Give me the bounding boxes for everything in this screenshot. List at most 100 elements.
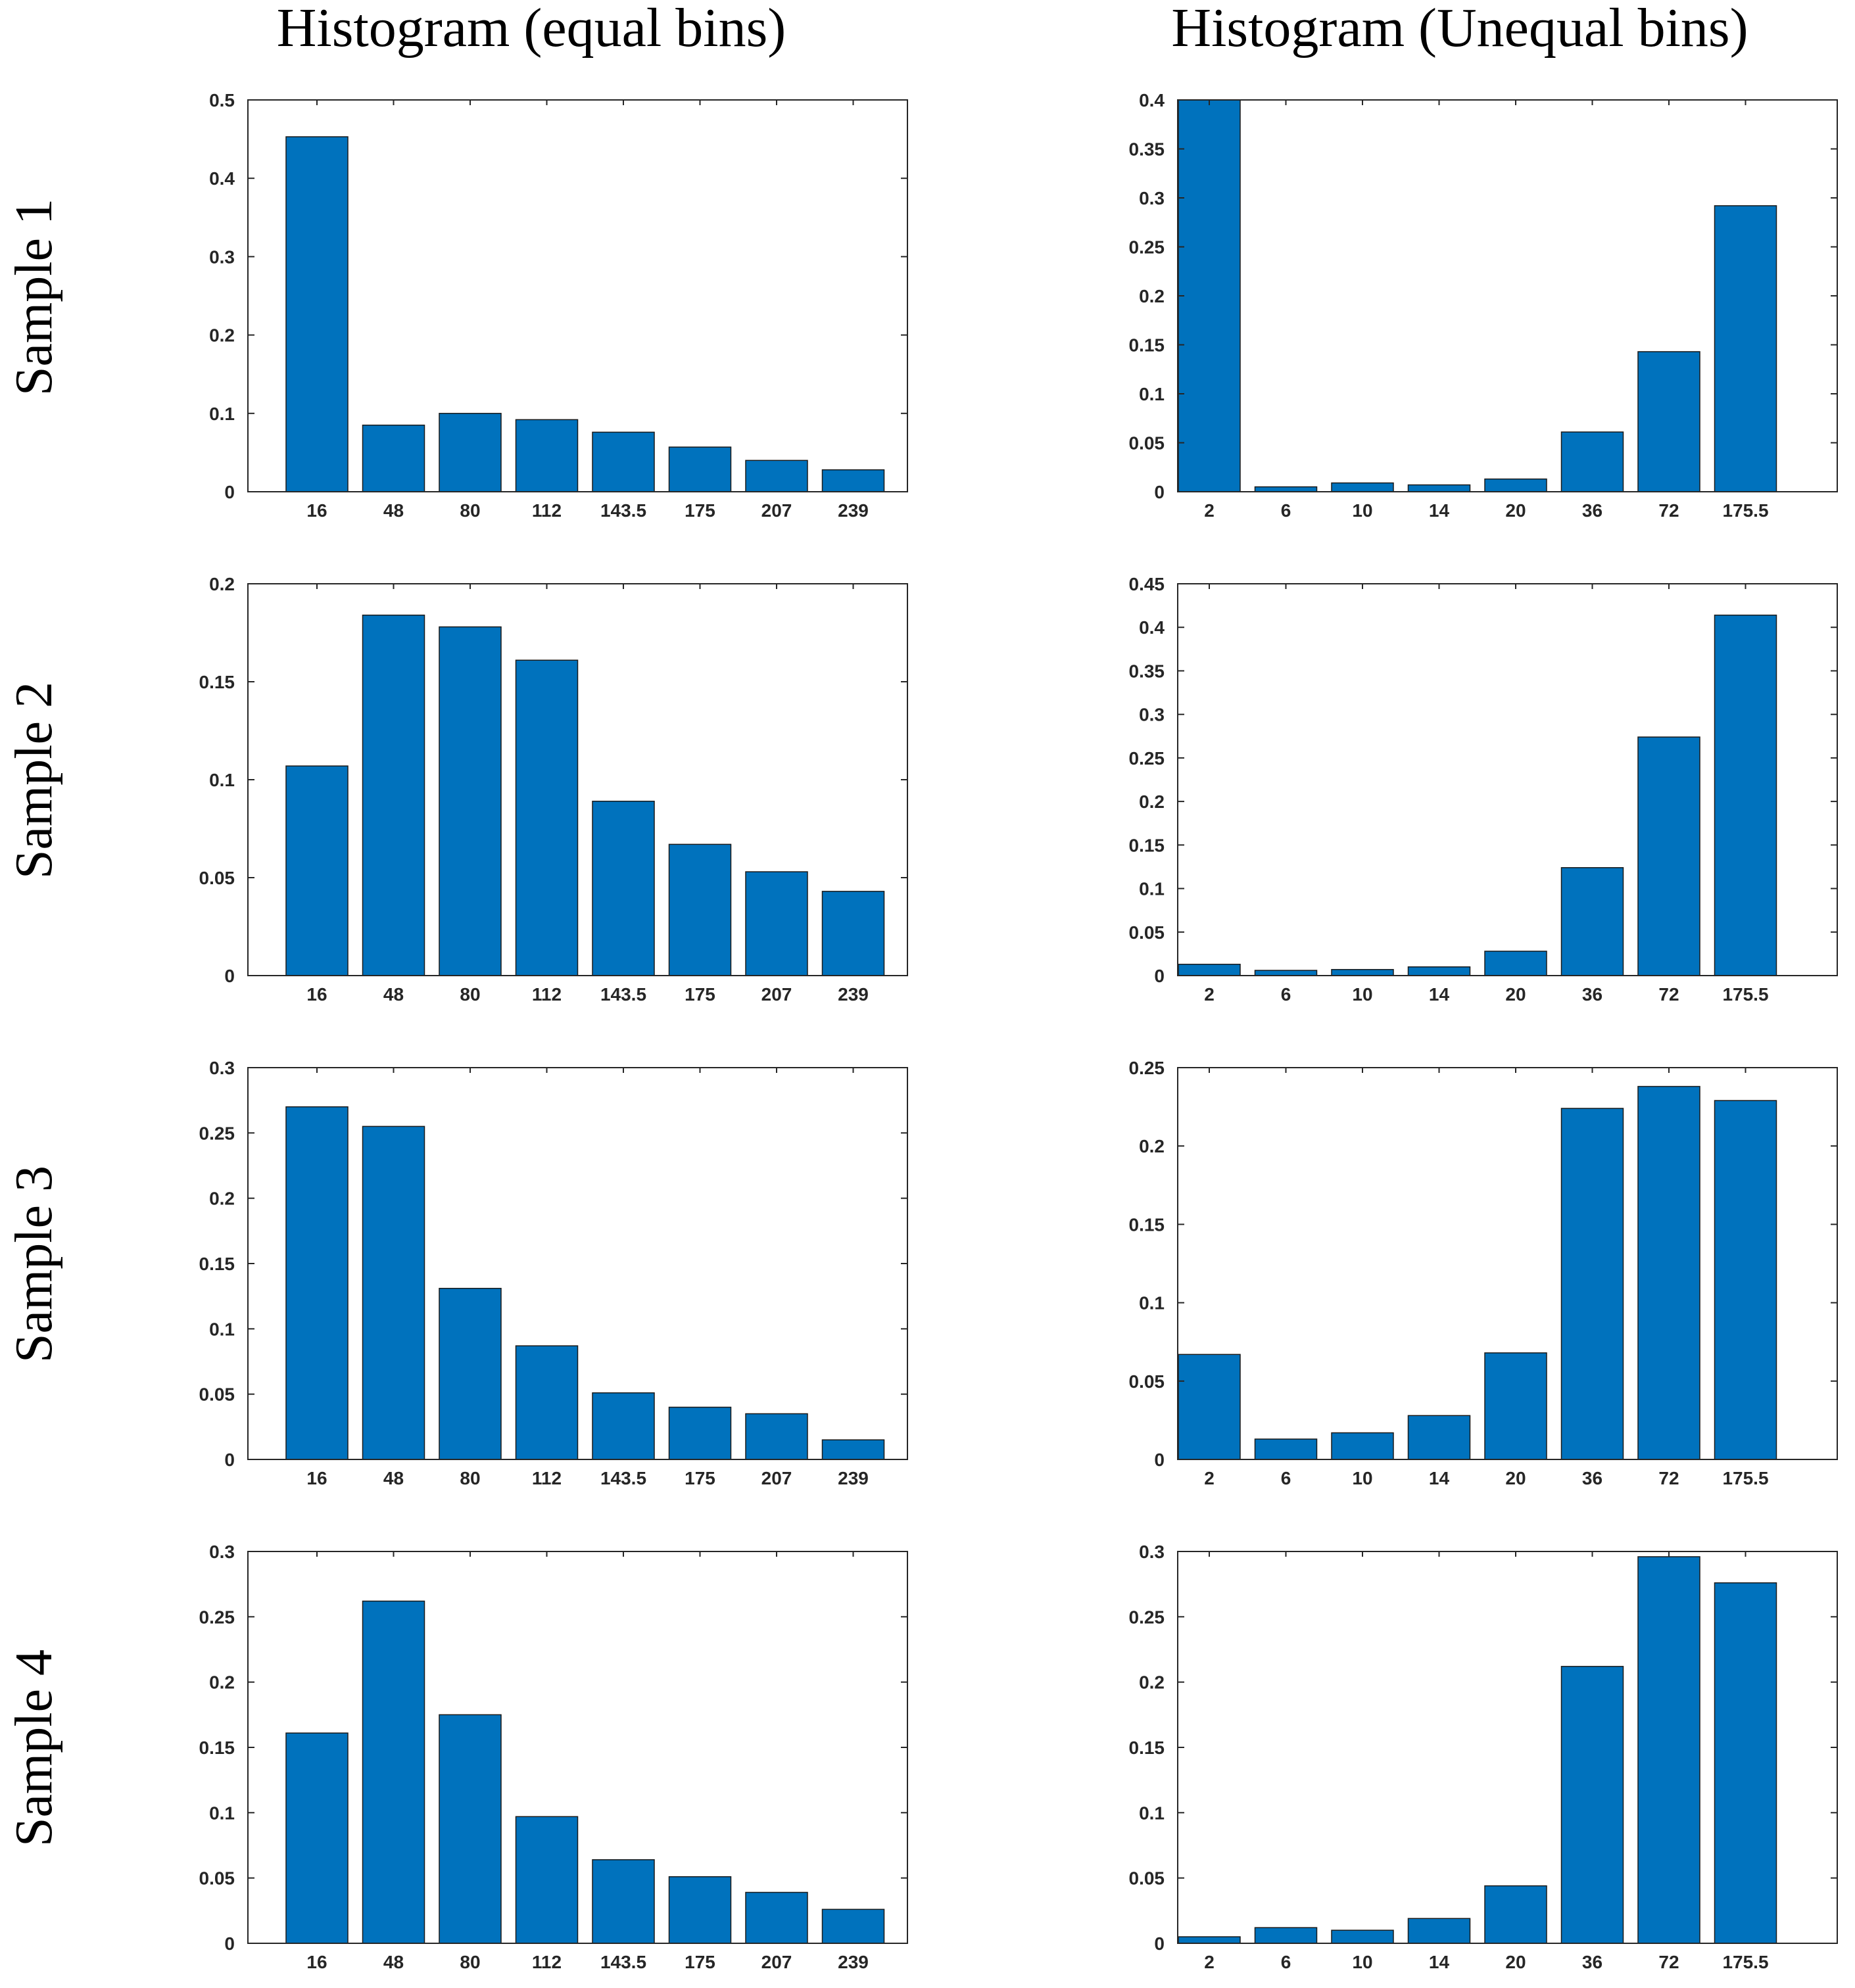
x-tick-label: 239 (838, 1952, 869, 1972)
y-tick-label: 0.1 (209, 404, 235, 424)
bar-143.5 (592, 1859, 655, 1944)
y-tick-label: 0.3 (1139, 188, 1165, 208)
x-tick-label: 175 (685, 1468, 715, 1488)
bar-72 (1637, 736, 1700, 976)
x-tick-label: 10 (1352, 1468, 1372, 1488)
bar-207 (745, 1891, 808, 1944)
y-tick-label: 0.25 (1129, 237, 1165, 258)
bar-14 (1407, 484, 1471, 492)
bar-143.5 (592, 801, 655, 976)
chart-panel-unequal-sample-2: 2 6 10 14 20 36 72 175.5 0 0.05 0.1 0.15 0.2 0.25 0.3 0… (1129, 574, 1838, 1005)
y-tick-label: 0.1 (1139, 1803, 1165, 1823)
column-title-equal-bins: Histogram (equal bins) (277, 0, 786, 59)
axes-box (247, 99, 908, 492)
y-tick-label: 0 (224, 1933, 235, 1954)
bar-36 (1560, 1108, 1624, 1460)
bar-10 (1331, 1432, 1394, 1460)
y-tick-label: 0.25 (1129, 1607, 1165, 1627)
y-tick-label: 0.3 (209, 247, 235, 267)
x-tick-label: 80 (460, 1468, 480, 1488)
y-tick-label: 0.3 (1139, 705, 1165, 725)
bar-175.5 (1714, 1100, 1777, 1460)
bar-16 (285, 1106, 349, 1460)
y-tick-label: 0.05 (1129, 922, 1165, 943)
chart-panel-unequal-sample-4: 2 6 10 14 20 36 72 175.5 0 0.05 0.1 0.15 0.2 0.25 0.3 (1129, 1542, 1838, 1972)
x-tick-label: 16 (306, 1468, 327, 1488)
bar-72 (1637, 351, 1700, 492)
x-tick-label: 72 (1658, 984, 1679, 1005)
x-tick-label: 2 (1204, 1952, 1215, 1972)
x-tick-label: 112 (532, 1468, 562, 1488)
bar-36 (1560, 1666, 1624, 1944)
y-tick-label: 0.15 (199, 1738, 235, 1758)
x-tick-label: 239 (838, 500, 869, 521)
bar-80 (439, 1287, 502, 1460)
x-tick-label: 72 (1658, 1468, 1679, 1488)
y-tick-label: 0 (1154, 482, 1165, 502)
y-tick-label: 0.35 (1129, 661, 1165, 681)
row-label-sample-3: Sample 3 (5, 1166, 63, 1363)
y-tick-label: 0.15 (1129, 1738, 1165, 1758)
bar-2 (1178, 964, 1241, 976)
x-tick-label: 207 (761, 984, 792, 1005)
bar-48 (362, 424, 425, 492)
x-tick-label: 20 (1505, 500, 1526, 521)
bar-239 (821, 1908, 885, 1944)
y-tick-label: 0 (1154, 966, 1165, 986)
bar-20 (1484, 478, 1547, 492)
column-title-unequal-bins: Histogram (Unequal bins) (1171, 0, 1748, 59)
bar-112 (515, 1345, 579, 1460)
bar-239 (821, 1439, 885, 1460)
x-tick-label: 207 (761, 500, 792, 521)
x-tick-label: 143.5 (600, 1468, 646, 1488)
y-tick-label: 0.05 (1129, 1371, 1165, 1392)
bar-20 (1484, 951, 1547, 976)
y-tick-label: 0 (224, 966, 235, 986)
bar-175 (668, 446, 732, 492)
y-tick-label: 0.05 (199, 1868, 235, 1889)
y-tick-label: 0.05 (199, 868, 235, 888)
bar-175.5 (1714, 1582, 1777, 1944)
x-tick-label: 6 (1281, 500, 1291, 521)
y-tick-label: 0.05 (1129, 433, 1165, 454)
row-label-sample-2: Sample 2 (5, 682, 63, 879)
x-tick-label: 239 (838, 1468, 869, 1488)
x-tick-label: 143.5 (600, 1952, 646, 1972)
x-tick-label: 175.5 (1722, 500, 1768, 521)
y-tick-label: 0.1 (209, 1319, 235, 1339)
bar-175 (668, 1406, 732, 1460)
y-tick-label: 0.3 (209, 1542, 235, 1562)
y-tick-label: 0.05 (1129, 1868, 1165, 1889)
y-tick-label: 0.25 (1129, 748, 1165, 769)
x-tick-label: 36 (1582, 984, 1602, 1005)
bar-6 (1254, 1927, 1318, 1944)
bar-175.5 (1714, 205, 1777, 492)
chart-panel-unequal-sample-3: 2 6 10 14 20 36 72 175.5 0 0.05 0.1 0.15 0.2 0.25 (1129, 1058, 1838, 1488)
bar-36 (1560, 431, 1624, 492)
x-tick-label: 16 (306, 1952, 327, 1972)
bar-14 (1407, 966, 1471, 976)
bar-143.5 (592, 431, 655, 492)
y-tick-label: 0.2 (1139, 792, 1165, 812)
x-tick-label: 20 (1505, 1468, 1526, 1488)
bar-16 (285, 1732, 349, 1944)
x-tick-label: 80 (460, 984, 480, 1005)
bar-112 (515, 1816, 579, 1944)
chart-panels: 16 48 80 112 143.5 175 207 239 0 0.1 0.2 0.3 0.4 0.5 2… (199, 90, 1838, 1972)
y-tick-label: 0 (224, 482, 235, 502)
y-tick-label: 0 (224, 1450, 235, 1470)
x-tick-label: 207 (761, 1952, 792, 1972)
y-tick-label: 0.2 (1139, 1672, 1165, 1693)
y-tick-label: 0.1 (209, 770, 235, 790)
x-tick-label: 175.5 (1722, 1952, 1768, 1972)
y-tick-label: 0.15 (1129, 835, 1165, 855)
chart-panel-equal-sample-3: 16 48 80 112 143.5 175 207 239 0 0.05 0.1 0.15 0.2 0.… (199, 1058, 908, 1488)
x-tick-label: 48 (383, 984, 404, 1005)
row-label-sample-1: Sample 1 (5, 199, 63, 396)
x-tick-label: 72 (1658, 1952, 1679, 1972)
chart-panel-unequal-sample-1: 2 6 10 14 20 36 72 175.5 0 0.05 0.1 0.15 0.2 0.25 0.3 0… (1129, 90, 1838, 521)
bar-80 (439, 626, 502, 976)
bar-36 (1560, 867, 1624, 976)
x-tick-label: 48 (383, 500, 404, 521)
